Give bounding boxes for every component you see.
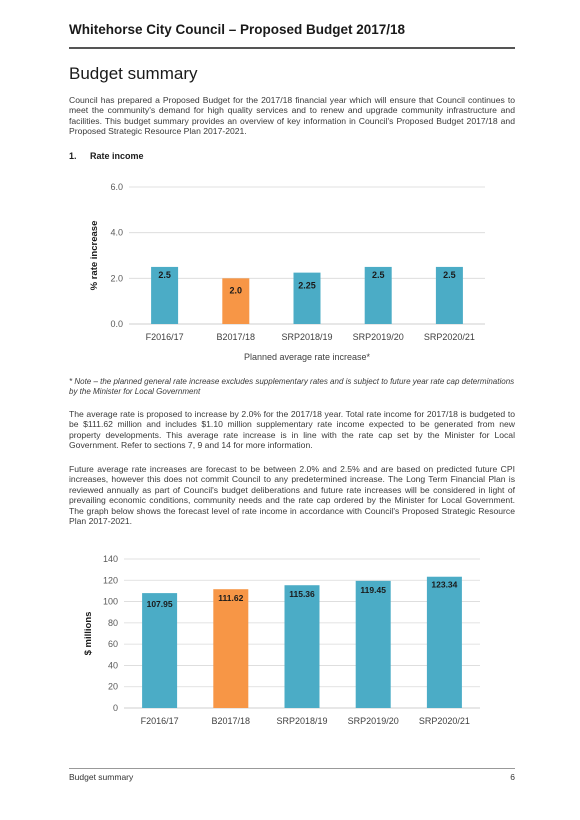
x-category-label: SRP2019/20 xyxy=(353,332,404,342)
x-category-label: SRP2018/19 xyxy=(281,332,332,342)
rate-income-paragraph: The average rate is proposed to increase… xyxy=(69,409,515,451)
x-category-label: B2017/18 xyxy=(212,716,251,726)
footer-section-label: Budget summary xyxy=(69,772,134,782)
x-category-label: SRP2019/20 xyxy=(348,716,399,726)
document-header-title: Whitehorse City Council – Proposed Budge… xyxy=(69,22,406,37)
bar-data-label: 111.62 xyxy=(218,593,243,603)
y-tick-label: 100 xyxy=(103,597,118,607)
bar xyxy=(284,585,320,708)
y-tick-label: 4.0 xyxy=(110,228,123,238)
bar-data-label: 2.25 xyxy=(298,281,316,291)
y-tick-label: 6.0 xyxy=(110,182,123,192)
subsection-heading: 1. Rate income xyxy=(69,151,144,161)
y-tick-label: 20 xyxy=(108,682,118,692)
x-category-label: B2017/18 xyxy=(217,332,256,342)
y-axis-title: $ millions xyxy=(83,612,94,656)
y-tick-label: 0.0 xyxy=(110,319,123,329)
x-category-label: SRP2020/21 xyxy=(419,716,470,726)
x-category-label: F2016/17 xyxy=(146,332,184,342)
subsection-title: Rate income xyxy=(90,151,144,161)
section-title: Budget summary xyxy=(69,64,198,83)
bar xyxy=(426,576,462,708)
bar-data-label: 107.95 xyxy=(147,599,173,609)
bar-data-label: 2.5 xyxy=(158,270,171,280)
y-tick-label: 60 xyxy=(108,639,118,649)
footer-divider xyxy=(69,768,515,769)
x-category-label: SRP2018/19 xyxy=(276,716,327,726)
y-axis-title: % rate increase xyxy=(89,221,100,291)
y-tick-label: 140 xyxy=(103,554,118,564)
rate-cap-note: * Note – the planned general rate increa… xyxy=(69,377,515,396)
y-tick-label: 0 xyxy=(113,703,118,713)
x-category-label: SRP2020/21 xyxy=(424,332,475,342)
subsection-number: 1. xyxy=(69,151,77,161)
bar xyxy=(355,580,391,708)
x-axis-title: Planned average rate increase* xyxy=(244,352,371,362)
intro-paragraph: Council has prepared a Proposed Budget f… xyxy=(69,95,515,137)
bar xyxy=(435,266,463,324)
rate-increase-chart: 0.0 2.0 4.0 6.0 2.5 F2016/17 2.0 B2017/18 2.25 SR… xyxy=(89,182,485,362)
bar xyxy=(213,589,249,708)
header-divider xyxy=(69,47,515,49)
bar-data-label: 2.5 xyxy=(443,270,456,280)
bar xyxy=(142,593,178,708)
bar xyxy=(293,272,321,324)
bar xyxy=(222,278,250,324)
rate-income-chart: 0 20 40 60 80 100 120 140 107.95 F2016/17 111.62 B2… xyxy=(83,554,480,726)
bar xyxy=(364,266,392,324)
bar-data-label: 2.5 xyxy=(372,270,385,280)
y-tick-label: 40 xyxy=(108,660,118,670)
bar xyxy=(151,266,179,324)
bar-data-label: 123.34 xyxy=(431,580,457,590)
y-tick-label: 120 xyxy=(103,575,118,585)
y-tick-label: 80 xyxy=(108,618,118,628)
y-tick-label: 2.0 xyxy=(110,273,123,283)
bar-data-label: 2.0 xyxy=(230,285,243,295)
x-category-label: F2016/17 xyxy=(141,716,179,726)
bar-data-label: 119.45 xyxy=(360,585,386,595)
page-number: 6 xyxy=(510,772,515,782)
future-rates-paragraph: Future average rate increases are foreca… xyxy=(69,464,515,527)
bar-data-label: 115.36 xyxy=(289,589,315,599)
